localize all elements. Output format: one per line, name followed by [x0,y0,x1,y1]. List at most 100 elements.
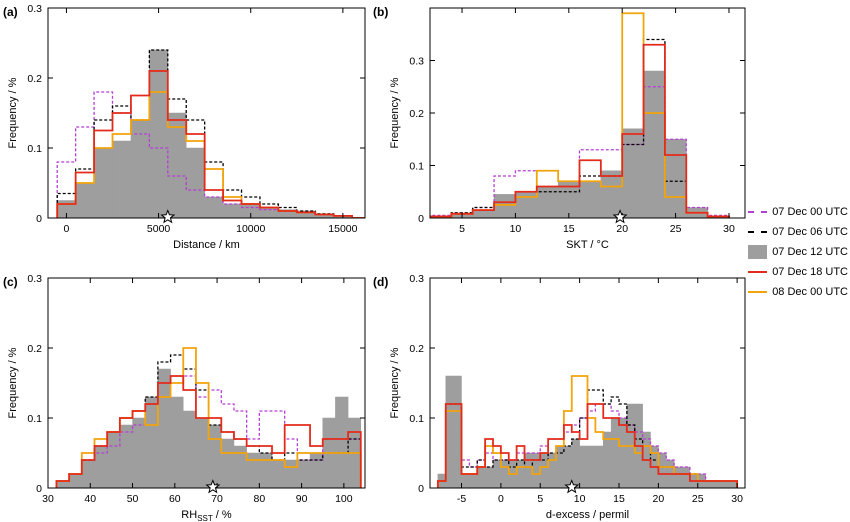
bar-s12 [600,170,623,218]
bar-s12 [493,194,516,218]
y-tick-label: 0 [418,213,424,225]
bar-s12 [94,445,108,488]
bar-s12 [204,196,224,218]
x-axis-label-unit: / % [213,509,232,521]
bar-s12 [461,473,470,488]
panel-label: (d) [373,275,388,289]
bar-s12 [81,459,95,488]
bar-s12 [681,466,691,488]
x-tick-label: 10000 [236,223,265,235]
y-axis-label: Frequency / % [7,347,19,418]
bar-s12 [532,452,541,488]
x-tick-label: 100 [335,493,353,505]
star-marker [564,479,580,494]
axes-frame [47,277,366,489]
bar-s12 [658,452,667,488]
panel-c: 30 40 50 60 70 80 90 100 0 0.1 0.2 0.3 (c) RHSST / % F… [3,273,366,522]
panel-label: (a) [3,5,18,19]
legend-item-s12: 07 Dec 12 UTC [748,242,848,262]
series-line-s24 [55,347,362,488]
x-tick-label: 30 [42,493,54,505]
bar-s12 [222,203,242,218]
series-line-s18 [436,403,739,488]
bar-s12 [75,182,95,218]
bar-s12 [492,459,502,488]
bar-s12 [721,480,730,488]
bar-s12 [208,424,222,488]
bar-s12 [729,480,738,488]
bar-s12 [93,147,113,218]
bar-s12 [297,459,311,488]
bar-s12 [621,128,644,218]
bar-s12 [610,417,620,488]
bar-s12 [170,396,184,488]
y-tick-label: 0.3 [409,56,424,68]
legend-label: 07 Dec 18 UTC [772,266,848,278]
y-tick-label: 0.2 [27,343,42,355]
bar-s12 [563,445,572,488]
legend-item-s24: 08 Dec 00 UTC [748,282,848,302]
series-line-s18 [430,43,730,218]
bar-s12 [144,396,159,488]
x-tick-label: 25 [692,493,704,505]
panel-b: 5 10 15 20 25 30 0 0.1 0.2 0.3 (b) SKT / °C Frequenc… [373,5,746,251]
bar-s12 [284,459,298,488]
y-axis-label: Frequency / % [7,77,19,148]
y-tick-label: 0.1 [27,413,42,425]
bar-s12 [579,445,588,488]
x-tick-label: 15000 [328,223,357,235]
x-tick-label: 20 [616,223,628,235]
y-axis-label: Frequency / % [389,347,401,418]
x-tick-label: 30 [723,223,735,235]
axes-frame [429,277,746,489]
x-tick-label: 50 [127,493,139,505]
bar-s12 [555,445,565,488]
x-tick-label: 15 [563,223,575,235]
legend-swatch [748,245,768,259]
x-tick-label: 70 [211,493,223,505]
bar-s12 [664,139,687,218]
legend-swatch [748,266,768,278]
legend-label: 08 Dec 00 UTC [772,286,848,298]
x-tick-label: 5000 [147,223,171,235]
panel-a: 0 5000 10000 15000 0 0.1 0.2 0.3 (a) Distance / k… [3,3,366,251]
x-tick-label: -5 [457,493,466,505]
x-tick-label: 10 [510,223,522,235]
legend-item-s18: 07 Dec 18 UTC [748,262,848,282]
bar-s12 [271,459,285,488]
bar-s12 [167,112,187,218]
bar-s12 [516,459,525,488]
bar-s12 [524,452,533,488]
plot-area [436,375,739,488]
star-marker [612,209,628,224]
y-tick-label: 0.3 [27,3,42,15]
bar-s12 [713,480,722,488]
x-axis-label-subscript: SST [197,514,213,522]
bar-s12 [595,445,604,488]
y-tick-label: 0.3 [27,273,42,285]
bar-s12 [453,375,462,488]
panel-label: (c) [3,275,18,289]
y-tick-label: 0 [36,213,42,225]
bar-s12 [618,417,628,488]
bar-s12 [643,70,666,218]
bar-s12 [149,49,169,218]
x-tick-label: 60 [169,493,181,505]
bar-s12 [673,466,683,488]
bar-s12 [68,473,83,488]
bar-s12 [132,417,146,488]
x-tick-label: 90 [296,493,308,505]
bar-s12 [195,417,209,488]
x-tick-label: 5 [459,223,465,235]
x-tick-label: 10 [574,493,586,505]
x-tick-label: 5 [537,493,543,505]
legend-label: 07 Dec 00 UTC [772,206,848,218]
bar-s12 [705,480,714,488]
series-s12 [56,368,362,488]
series-line-s00 [437,403,738,488]
legend-label: 07 Dec 12 UTC [772,246,848,258]
y-tick-label: 0.3 [409,273,424,285]
bar-s12 [587,445,596,488]
x-tick-label: 80 [253,493,265,505]
x-tick-label: 25 [670,223,682,235]
